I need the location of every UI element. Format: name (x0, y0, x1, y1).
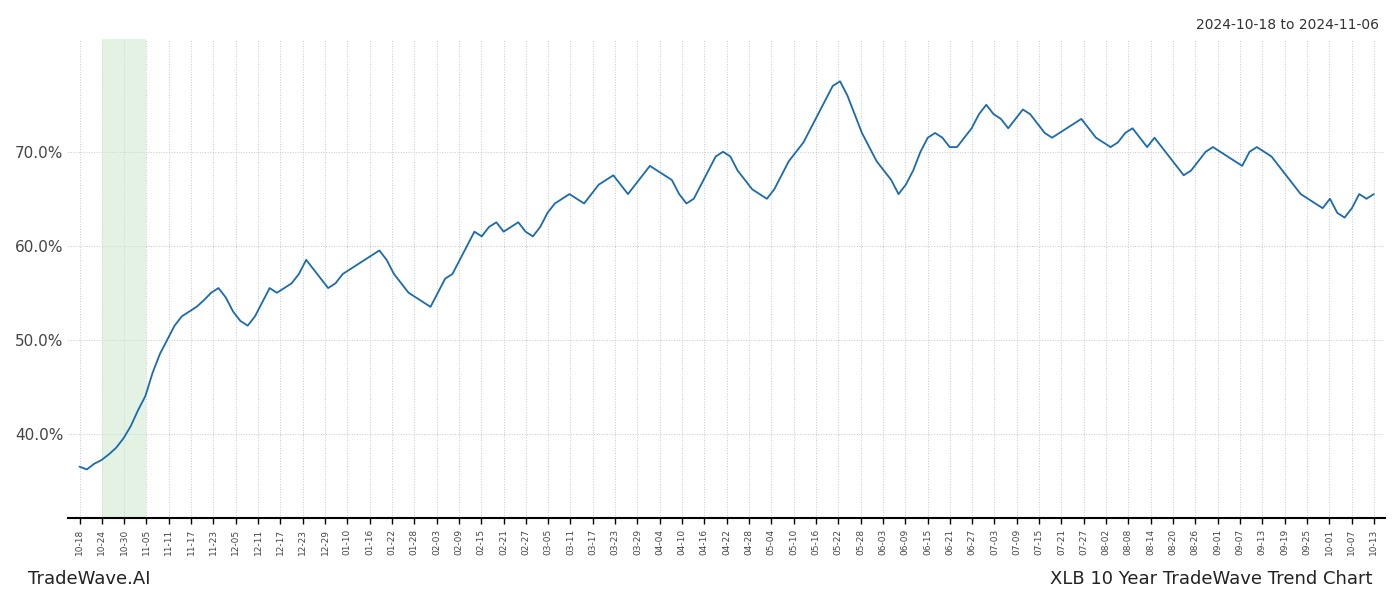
Text: XLB 10 Year TradeWave Trend Chart: XLB 10 Year TradeWave Trend Chart (1050, 570, 1372, 588)
Text: 2024-10-18 to 2024-11-06: 2024-10-18 to 2024-11-06 (1196, 18, 1379, 32)
Text: TradeWave.AI: TradeWave.AI (28, 570, 151, 588)
Bar (102, 39, 147, 518)
